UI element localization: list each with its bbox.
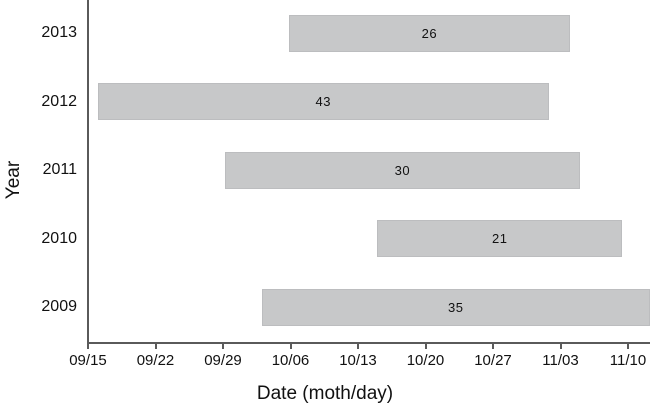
x-tick-mark [87, 343, 89, 349]
x-tick-mark [357, 343, 359, 349]
x-tick-label: 10/06 [271, 352, 310, 369]
x-tick-mark [154, 343, 157, 349]
range-bar-2009: 35 [261, 288, 650, 326]
x-tick-label: 11/03 [542, 352, 579, 369]
x-tick-mark [289, 343, 292, 349]
x-tick-mark [222, 343, 224, 349]
y-axis-line [87, 0, 89, 344]
x-tick-label: 09/22 [136, 352, 175, 369]
x-tick-mark [627, 343, 629, 349]
bar-value-label: 35 [448, 299, 464, 315]
x-axis-title: Date (moth/day) [256, 383, 394, 404]
y-tick-label-2011: 2011 [42, 161, 77, 179]
x-tick-label: 10/27 [474, 352, 512, 369]
x-tick-label: 10/20 [406, 352, 445, 369]
x-axis-line [87, 342, 650, 344]
bar-value-label: 43 [315, 94, 332, 110]
range-bar-2011: 30 [224, 151, 580, 189]
y-tick-label-2010: 2010 [41, 229, 77, 247]
range-bar-2010: 21 [377, 220, 623, 258]
range-bar-2013: 26 [288, 14, 571, 52]
x-tick-mark [492, 343, 494, 349]
y-tick-label-2012: 2012 [41, 92, 77, 110]
y-tick-label-2009: 2009 [41, 298, 77, 316]
x-tick-label: 09/29 [204, 352, 242, 369]
x-tick-mark [424, 343, 427, 349]
y-tick-label-2013: 2013 [41, 24, 77, 41]
x-tick-label: 09/15 [69, 352, 107, 369]
x-tick-mark [559, 343, 562, 349]
bar-value-label: 30 [394, 162, 411, 178]
range-bar-2012: 43 [97, 83, 549, 121]
x-tick-label: 10/13 [339, 352, 377, 369]
x-tick-label: 11/10 [609, 352, 647, 369]
bar-value-label: 21 [492, 231, 508, 247]
bar-value-label: 26 [421, 25, 438, 41]
